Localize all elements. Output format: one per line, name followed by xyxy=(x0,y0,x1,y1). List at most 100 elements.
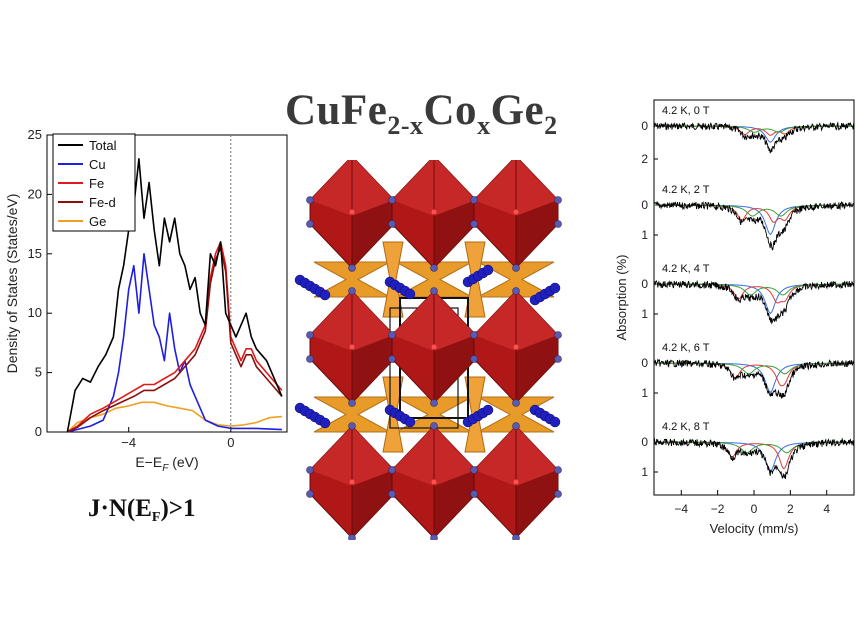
y-tick-label: 10 xyxy=(28,305,42,320)
dos-legend: Total Cu Fe Fe-d Ge xyxy=(52,133,136,232)
data-trace xyxy=(653,437,855,479)
ge-atom xyxy=(306,355,314,363)
cu-atom xyxy=(404,416,416,428)
tetrahedron xyxy=(477,261,555,298)
octahedron-side-face xyxy=(516,470,558,538)
fe-atom xyxy=(431,209,437,215)
x-axis-label-sub: F xyxy=(162,463,169,474)
data-trace xyxy=(653,200,854,251)
y-tick-label: 25 xyxy=(28,127,42,142)
y-tick-label: 0 xyxy=(641,277,648,291)
mossbauer-chart: −4 −2 0 2 4 Velocity (mm/s) Absorption (%) 0 2 4.… xyxy=(614,99,855,536)
y-tick-label: 1 xyxy=(641,465,648,479)
ge-atom xyxy=(554,220,562,228)
cu-atom xyxy=(404,288,416,300)
fe-atom xyxy=(431,344,437,350)
ge-atom xyxy=(470,331,478,339)
dos-plot-frame xyxy=(46,134,288,433)
x-tick-label: 2 xyxy=(787,502,794,516)
ge-atom xyxy=(470,466,478,474)
ge-atom xyxy=(430,534,438,540)
octahedron-side-face xyxy=(434,335,476,403)
ge-atom xyxy=(512,422,520,430)
cu-atom xyxy=(482,264,494,276)
y-tick-label: 1 xyxy=(641,307,648,321)
panel-label: 4.2 K, 0 T xyxy=(662,105,710,117)
cu-atom xyxy=(319,289,331,301)
ge-atom xyxy=(430,264,438,272)
y-tick-label: 1 xyxy=(641,228,648,242)
fit-component xyxy=(654,283,854,296)
x-axis-label: Velocity (mm/s) xyxy=(710,521,799,536)
ge-atom xyxy=(554,196,562,204)
ge-atom xyxy=(388,466,396,474)
x-tick-label: 0 xyxy=(227,435,234,450)
ge-atom xyxy=(430,287,438,295)
ge-atom xyxy=(348,422,356,430)
ge-atom xyxy=(470,196,478,204)
ge-atom xyxy=(388,196,396,204)
x-axis-label: E−EF (eV) xyxy=(135,454,198,474)
fe-atom xyxy=(431,479,437,485)
stoner-criterion-formula: J·N(EF)>1 xyxy=(88,495,196,525)
y-tick-label: 0 xyxy=(641,119,648,133)
dos-line-fe xyxy=(66,241,283,433)
dos-line-ge xyxy=(66,401,282,433)
legend-label: Cu xyxy=(89,157,106,172)
fit-component xyxy=(654,204,854,217)
ge-atom xyxy=(388,490,396,498)
fe-atom xyxy=(513,344,519,350)
fe-atom xyxy=(349,209,355,215)
dos-line-fe-d xyxy=(67,247,283,433)
dos-line-total xyxy=(66,157,283,433)
cu-atom xyxy=(549,416,561,428)
octahedron-side-face xyxy=(352,470,394,538)
ge-atom xyxy=(348,287,356,295)
octahedron xyxy=(470,287,562,407)
ge-atom xyxy=(512,287,520,295)
ge-atom xyxy=(554,490,562,498)
ge-atom xyxy=(306,220,314,228)
ge-atom xyxy=(306,490,314,498)
ge-atom xyxy=(430,422,438,430)
y-tick-label: 0 xyxy=(641,356,648,370)
panel-label: 4.2 K, 6 T xyxy=(662,342,710,354)
ge-atom xyxy=(554,355,562,363)
octahedron-side-face xyxy=(434,200,476,268)
octahedron xyxy=(388,422,480,540)
y-axis-label: Density of States (States/eV) xyxy=(4,194,20,374)
octahedron-side-face xyxy=(352,335,394,403)
cu-atom xyxy=(319,417,331,429)
fe-atom xyxy=(349,479,355,485)
x-tick-label: −4 xyxy=(674,502,688,516)
data-trace xyxy=(653,358,855,399)
cu-atom xyxy=(482,404,494,416)
x-axis-label-unit: (eV) xyxy=(168,454,198,470)
dos-chart: 0 5 10 15 20 25 −4 0 E−EF (eV) Density of States … xyxy=(4,127,288,474)
y-tick-label: 5 xyxy=(35,365,42,380)
octahedron xyxy=(388,287,480,407)
data-trace xyxy=(653,279,855,325)
ge-atom xyxy=(388,355,396,363)
legend-label: Total xyxy=(89,138,117,153)
ge-atom xyxy=(348,534,356,540)
ge-atom xyxy=(430,399,438,407)
fe-atom xyxy=(349,344,355,350)
ge-atom xyxy=(470,355,478,363)
ge-atom xyxy=(512,534,520,540)
fit-component xyxy=(654,125,854,136)
octahedron xyxy=(306,287,398,407)
legend-label: Ge xyxy=(89,214,106,229)
y-tick-label: 15 xyxy=(28,246,42,261)
ge-atom xyxy=(306,196,314,204)
y-tick-label: 2 xyxy=(641,152,648,166)
y-tick-label: 20 xyxy=(28,186,42,201)
octahedron xyxy=(470,160,562,272)
octahedron-side-face xyxy=(352,200,394,268)
ge-atom xyxy=(512,399,520,407)
ge-atom xyxy=(306,466,314,474)
octahedron xyxy=(388,160,480,272)
octahedron-side-face xyxy=(516,335,558,403)
mossbauer-frame xyxy=(653,99,855,496)
compound-title: CuFe2-xCoxGe2 xyxy=(285,87,558,140)
